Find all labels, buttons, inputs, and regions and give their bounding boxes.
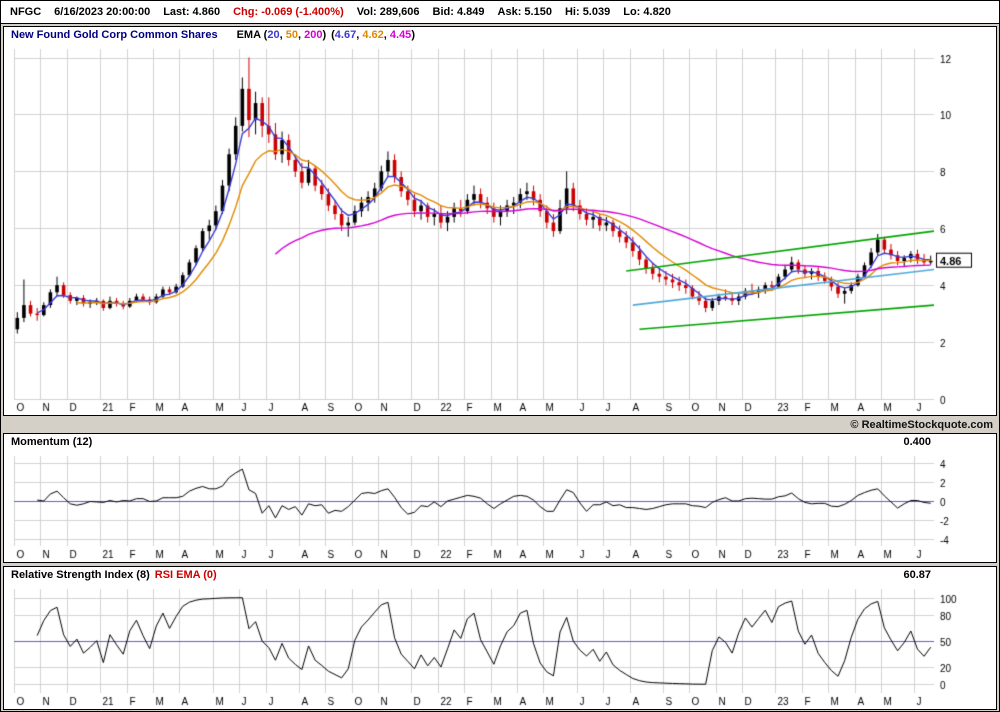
chart-title: New Found Gold Corp Common Shares — [11, 29, 218, 41]
momentum-canvas — [4, 450, 998, 562]
last-price-field: Last: 4.860 — [163, 6, 221, 18]
low-field: Lo: 4.820 — [623, 6, 671, 18]
ema-v2: 4.62 — [362, 29, 384, 41]
ema-p3: 200 — [304, 29, 323, 41]
high-field: Hi: 5.039 — [564, 6, 611, 18]
rsi-title: Relative Strength Index (8) — [11, 569, 150, 581]
ema-p2: 50 — [285, 29, 298, 41]
watermark-text: © RealtimeStockquote.com — [850, 418, 993, 431]
price-chart-title-row: New Found Gold Corp Common Shares EMA (2… — [4, 27, 996, 43]
quote-header: NFGC 6/16/2023 20:00:00 Last: 4.860 Chg:… — [1, 1, 999, 24]
momentum-panel: Momentum (12) 0.400 — [3, 433, 998, 563]
ema-legend: EMA (20, 50, 200) — [236, 29, 327, 41]
momentum-title-row: Momentum (12) 0.400 — [4, 434, 996, 450]
ticker-symbol: NFGC — [10, 6, 42, 18]
rsi-title-row: Relative Strength Index (8) RSI EMA (0) … — [4, 567, 996, 583]
price-chart-panel: New Found Gold Corp Common Shares EMA (2… — [3, 26, 998, 416]
momentum-value: 0.400 — [903, 436, 931, 448]
momentum-title: Momentum (12) — [11, 436, 93, 448]
ema-v1: 4.67 — [334, 29, 357, 41]
rsi-panel: Relative Strength Index (8) RSI EMA (0) … — [3, 566, 998, 710]
change-field: Chg: -0.069 (-1.400%) — [233, 6, 344, 18]
quote-datetime: 6/16/2023 20:00:00 — [54, 6, 151, 18]
watermark-strip: © RealtimeStockquote.com — [3, 416, 997, 433]
ask-field: Ask: 5.150 — [497, 6, 552, 18]
ema-p1: 20 — [267, 29, 280, 41]
ema-v3: 4.45 — [389, 29, 412, 41]
rsi-canvas — [4, 583, 998, 709]
rsi-value: 60.87 — [903, 569, 931, 581]
volume-field: Vol: 289,606 — [356, 6, 420, 18]
price-chart-canvas — [4, 43, 998, 415]
bid-field: Bid: 4.849 — [432, 6, 485, 18]
ema-values: (4.67, 4.62, 4.45) — [331, 29, 415, 41]
rsi-ema-label: RSI EMA (0) — [154, 569, 217, 581]
